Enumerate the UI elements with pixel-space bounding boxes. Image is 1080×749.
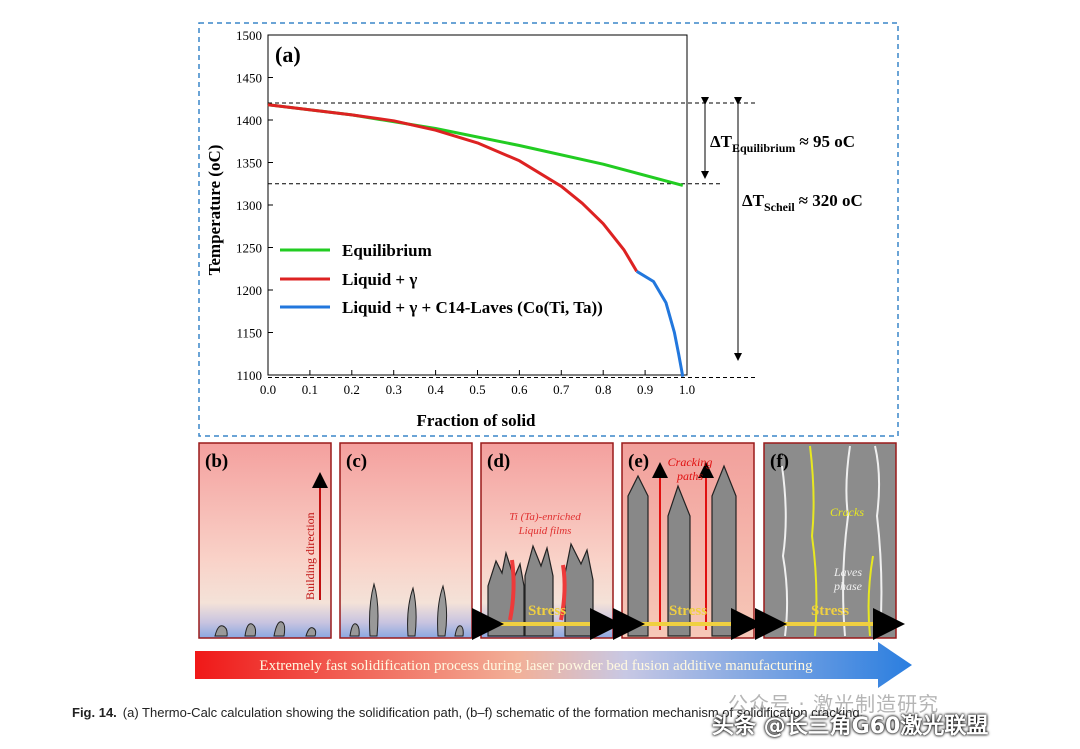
x-tick-label: 0.0 [260,382,276,397]
watermark: 公众号 · 激光制造研究 [728,692,940,716]
panel-d: (d) Ti (Ta)-enriched Liquid films Stress [472,442,622,640]
x-tick-label: 0.3 [386,382,402,397]
y-tick-label: 1150 [236,326,262,341]
y-tick-label: 1500 [236,28,262,43]
panel-b-label: (b) [205,451,228,472]
legend-label-laves: Liquid + γ + C14-Laves (Co(Ti, Ta)) [342,298,603,317]
series-lines [267,103,685,377]
y-tick-label: 1200 [236,283,262,298]
grain-stubs-b [214,621,317,637]
process-arrow-label: Extremely fast solidification process du… [259,658,813,674]
dashed-levels [268,102,756,379]
y-tick-label: 1250 [236,241,262,256]
panel-b: (b) Building direction [198,442,332,639]
legend-label-liquid-gamma: Liquid + γ [342,270,417,289]
delta-scheil-label: ΔTScheil ≈ 320 oC [742,191,863,214]
stress-label-f: Stress [811,603,849,619]
figure-caption: Fig. 14. (a) Thermo-Calc calculation show… [72,705,1062,720]
x-tick-label: 0.4 [427,382,444,397]
legend: Equilibrium Liquid + γ Liquid + γ + C14-… [280,241,603,317]
grain-columns-c [349,582,464,637]
y-tick-label: 1350 [236,156,262,171]
delta-eq-label: ΔTEquilibrium ≈ 95 oC [710,132,855,155]
panel-e: (e) Cracking paths Stress [613,442,763,640]
panel-f-label: (f) [770,451,789,472]
panel-f-text3: phase [833,579,863,593]
panel-a-frame [198,22,899,437]
y-tick-label: 1300 [236,198,262,213]
panel-f-text2: Laves [833,565,862,579]
panel-f: (f) Cracks Laves phase Stress [755,442,905,640]
x-tick-label: 0.7 [553,382,570,397]
panel-d-label: (d) [487,451,510,472]
caption-text: (a) Thermo-Calc calculation showing the … [122,705,864,720]
y-tick-label: 1450 [236,71,262,86]
delta-annotations: ΔTEquilibrium ≈ 95 oC ΔTScheil ≈ 320 oC [701,97,863,361]
axis-ticks: 0.0 0.1 0.2 0.3 0.4 0.5 0.6 0.7 0.8 0.9 1.0 1100 115… [236,28,695,397]
series-line-1 [267,103,638,273]
y-axis-label: Temperature (oC) [205,145,224,276]
panel-d-text2: Liquid films [518,525,572,537]
x-tick-label: 0.2 [344,382,360,397]
series-line-2 [635,270,685,377]
panel-c-label: (c) [346,451,367,472]
x-tick-label: 0.8 [595,382,611,397]
y-tick-label: 1400 [236,113,262,128]
stress-label-d: Stress [528,603,566,619]
y-tick-label: 1100 [236,368,262,383]
panel-a-label: (a) [275,42,301,67]
x-tick-label: 0.1 [302,382,318,397]
watermark-overlay: 头条 @长三角G60激光联盟 [712,714,989,739]
process-arrow: Extremely fast solidification process du… [195,642,912,688]
x-tick-label: 0.6 [511,382,528,397]
panel-e-text1: Cracking [668,455,713,469]
legend-label-equilibrium: Equilibrium [342,241,432,260]
caption-label: Fig. 14. [72,705,117,720]
x-tick-label: 1.0 [679,382,695,397]
panel-e-text2: paths [676,469,703,483]
panel-f-text1: Cracks [830,505,864,519]
panel-e-label: (e) [628,451,649,472]
stress-label-e: Stress [669,603,707,619]
panel-d-text1: Ti (Ta)-enriched [509,511,581,523]
plot-area [267,34,688,376]
x-tick-label: 0.9 [637,382,653,397]
building-direction-label: Building direction [303,512,317,600]
panel-c: (c) [339,442,473,639]
x-tick-label: 0.5 [469,382,485,397]
x-axis-label: Fraction of solid [417,411,537,430]
